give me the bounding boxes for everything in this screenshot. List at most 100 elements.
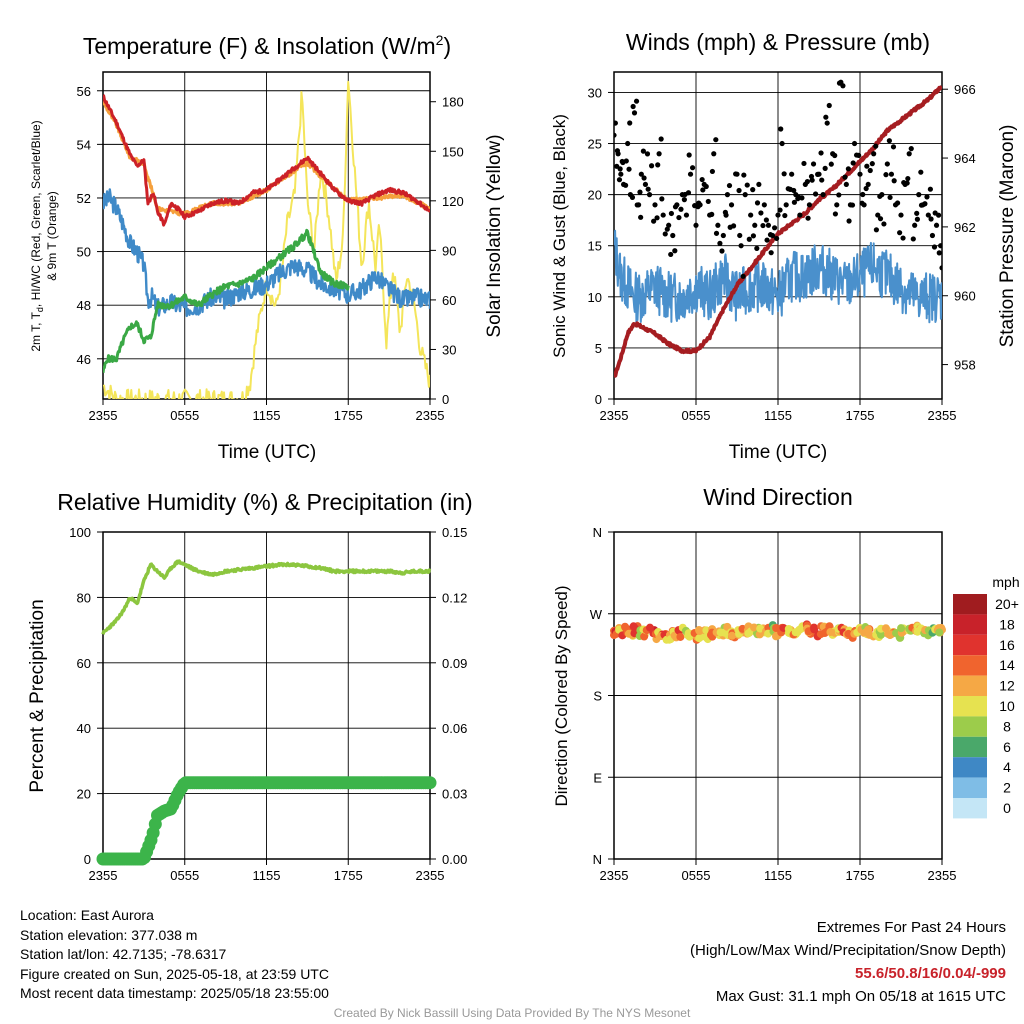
gust-point bbox=[918, 169, 924, 175]
temp-y-tick-label: 56 bbox=[77, 84, 91, 99]
temp-y-tick-label: 48 bbox=[77, 298, 91, 313]
gust-point bbox=[843, 181, 849, 188]
gust-point bbox=[927, 186, 933, 192]
temp-y-tick-label: 52 bbox=[77, 191, 91, 206]
rh-y-tick-label: 40 bbox=[77, 721, 91, 736]
gust-point bbox=[918, 202, 925, 208]
gust-point bbox=[850, 160, 856, 166]
dir-x-tick-label: 2355 bbox=[928, 868, 957, 883]
direction-point bbox=[755, 630, 764, 639]
gust-point bbox=[769, 232, 776, 239]
gust-point bbox=[768, 250, 774, 256]
gust-point bbox=[713, 137, 719, 143]
gust-point bbox=[654, 215, 660, 221]
gust-point bbox=[826, 102, 832, 109]
gust-point bbox=[709, 211, 715, 217]
gust-point bbox=[662, 231, 668, 237]
temp-y-tick-label: 46 bbox=[77, 352, 91, 367]
legend-title: mph bbox=[992, 574, 1019, 590]
gust-point bbox=[820, 192, 826, 198]
gust-point bbox=[614, 120, 618, 126]
sonic-wind-line bbox=[614, 229, 942, 324]
gust-point bbox=[914, 216, 921, 222]
extremes-info: Extremes For Past 24 Hours (High/Low/Max… bbox=[690, 916, 1006, 1008]
gust-point bbox=[804, 179, 810, 185]
gust-point bbox=[740, 273, 746, 279]
legend-swatch bbox=[953, 655, 987, 676]
direction-point bbox=[727, 631, 736, 640]
temp-y-tick-label: 50 bbox=[77, 245, 91, 260]
dir-y-tick-label: N bbox=[593, 525, 602, 540]
wind-y-tick-label: 5 bbox=[595, 341, 602, 356]
gust-point bbox=[668, 210, 675, 217]
gust-point bbox=[884, 161, 890, 167]
wind-series-group bbox=[614, 79, 942, 378]
direction-point bbox=[640, 632, 649, 641]
wind-y-tick-label: 15 bbox=[588, 239, 602, 254]
gust-point bbox=[836, 192, 842, 198]
legend-label: 18 bbox=[999, 616, 1015, 632]
legend-swatch bbox=[953, 634, 987, 656]
gust-point bbox=[713, 230, 720, 236]
gust-point bbox=[709, 168, 716, 175]
gust-point bbox=[733, 171, 739, 177]
gust-point bbox=[933, 222, 940, 228]
gust-point bbox=[638, 214, 644, 220]
dir-y-tick-label: S bbox=[593, 689, 602, 704]
wind-x-axis-label: Time (UTC) bbox=[729, 442, 828, 463]
gust-point bbox=[738, 243, 744, 249]
dir-y-tick-label: N bbox=[593, 852, 602, 867]
gust-point bbox=[819, 177, 825, 183]
gust-point bbox=[782, 212, 788, 219]
wind-x-tick-label: 1155 bbox=[764, 408, 792, 423]
gust-point bbox=[623, 182, 629, 188]
direction-point bbox=[913, 627, 922, 636]
legend-swatch bbox=[953, 757, 987, 778]
gust-point bbox=[724, 192, 731, 198]
gust-point bbox=[616, 177, 623, 183]
temp-x-tick-label: 2355 bbox=[416, 408, 445, 423]
gust-point bbox=[879, 192, 885, 198]
legend-swatch bbox=[953, 798, 987, 819]
temp-2m-line bbox=[103, 94, 430, 227]
gust-point bbox=[912, 222, 918, 228]
gust-point bbox=[614, 132, 617, 138]
gust-point bbox=[658, 136, 664, 142]
gust-point bbox=[656, 151, 662, 157]
wind-x-tick-label: 1755 bbox=[846, 408, 875, 423]
gust-point bbox=[668, 251, 674, 258]
temp-x-tick-label: 0555 bbox=[170, 408, 199, 423]
gust-point bbox=[638, 171, 644, 177]
gust-point bbox=[822, 165, 828, 171]
gust-point bbox=[703, 183, 709, 190]
wind-y-tick-label: 30 bbox=[588, 85, 602, 100]
gust-point bbox=[642, 181, 649, 188]
pressure-line bbox=[614, 85, 942, 378]
credit-text: Created By Nick Bassill Using Data Provi… bbox=[333, 1006, 691, 1020]
temp-y2-tick-label: 150 bbox=[442, 144, 464, 159]
wind-y-axis-label: Sonic Wind & Gust (Blue, Black) bbox=[550, 114, 569, 358]
legend-label: 4 bbox=[1003, 759, 1011, 775]
gust-point bbox=[865, 181, 871, 188]
gust-point bbox=[627, 120, 633, 126]
rh-y2-tick-label: 0.15 bbox=[442, 525, 467, 540]
gust-point bbox=[867, 167, 873, 174]
wind-y2-tick-label: 958 bbox=[954, 358, 976, 373]
gust-point bbox=[623, 158, 629, 164]
gust-point bbox=[783, 202, 789, 208]
created-text: Figure created on Sun, 2025-05-18, at 23… bbox=[20, 965, 329, 982]
dewpoint-line bbox=[103, 228, 350, 373]
gust-point bbox=[741, 172, 747, 178]
wind-x-tick-label: 0555 bbox=[682, 408, 711, 423]
gust-point bbox=[686, 152, 692, 158]
gust-point bbox=[845, 166, 851, 172]
gust-point bbox=[644, 151, 651, 157]
gust-point bbox=[641, 175, 647, 181]
gust-point bbox=[618, 171, 624, 177]
legend-label: 10 bbox=[999, 698, 1015, 714]
legend-swatch bbox=[953, 614, 987, 635]
gust-point bbox=[648, 163, 655, 169]
gust-point bbox=[659, 196, 665, 202]
gust-point bbox=[787, 186, 793, 192]
